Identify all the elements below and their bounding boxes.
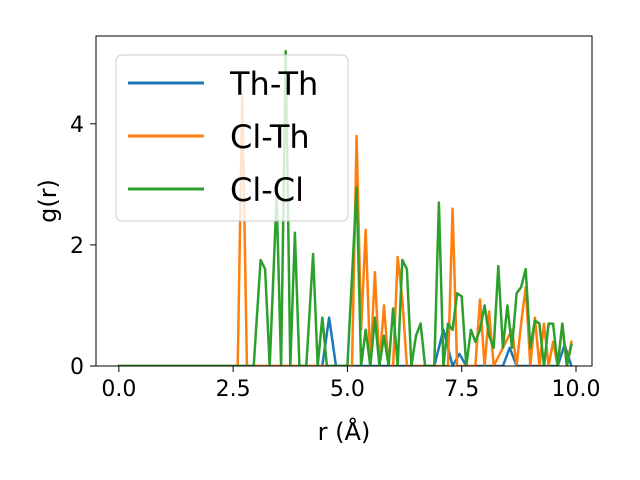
y-axis: 0 2 4 (70, 113, 96, 380)
y-tick-label: 0 (70, 355, 84, 380)
x-tick-label: 10.0 (552, 377, 601, 402)
x-axis: 0.0 2.5 5.0 7.5 10.0 (101, 366, 600, 402)
series-layer (117, 49, 573, 366)
series-line-cl-cl (117, 49, 573, 366)
legend-label-th-th: Th-Th (229, 65, 318, 103)
x-tick-label: 2.5 (216, 377, 251, 402)
y-axis-label: g(r) (34, 179, 62, 223)
x-tick-label: 0.0 (101, 377, 136, 402)
x-axis-label: r (Å) (318, 417, 371, 446)
y-tick-label: 2 (70, 234, 84, 259)
legend: Th-Th Cl-Th Cl-Cl (115, 54, 349, 222)
legend-box (115, 54, 349, 222)
plot-frame (95, 35, 593, 367)
x-tick-label: 5.0 (330, 377, 365, 402)
x-tick-label: 7.5 (444, 377, 479, 402)
legend-label-cl-cl: Cl-Cl (230, 171, 304, 209)
y-tick-label: 4 (70, 113, 84, 138)
legend-label-cl-th: Cl-Th (230, 118, 310, 156)
